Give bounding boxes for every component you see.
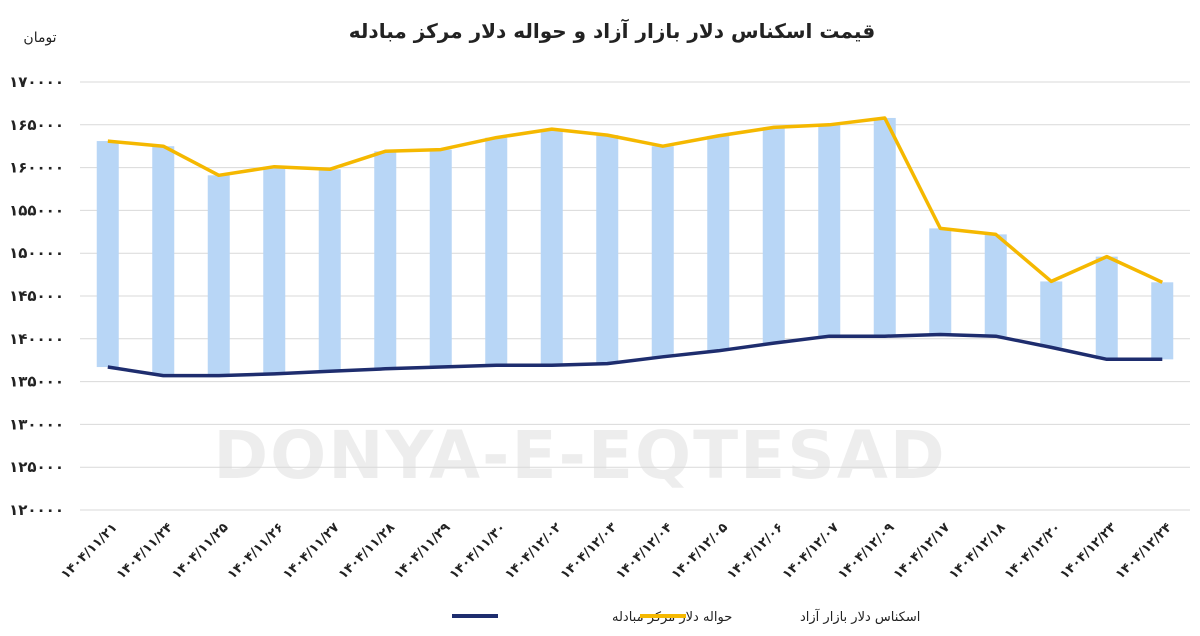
x-tick-label: ۱۴۰۴/۱۲/۰۷ <box>780 520 842 582</box>
range-bar <box>1095 256 1118 360</box>
range-bar <box>818 124 841 337</box>
range-bar <box>96 141 119 368</box>
x-tick-label: ۱۴۰۴/۱۲/۰۹ <box>835 520 897 582</box>
range-bar <box>651 146 674 357</box>
y-tick-label: ۱۴۵۰۰۰ <box>9 287 64 305</box>
y-tick-label: ۱۷۰۰۰۰ <box>9 73 64 91</box>
x-tick-label: ۱۴۰۴/۱۲/۲۰ <box>1002 520 1064 582</box>
x-tick-label: ۱۴۰۴/۱۲/۰۳ <box>558 520 620 582</box>
y-axis-ticks: ۱۷۰۰۰۰ ۱۶۵۰۰۰ ۱۶۰۰۰۰ ۱۵۵۰۰۰ ۱۵۰۰۰۰ ۱۴۵۰۰۰ ۱۴۰۰… <box>9 73 64 519</box>
free-market-line <box>107 116 1164 284</box>
y-tick-label: ۱۳۰۰۰۰ <box>9 415 64 433</box>
legend-label: اسکناس دلار بازار آزاد <box>800 608 920 625</box>
x-tick-label: ۱۴۰۴/۱۲/۰۶ <box>724 520 786 582</box>
range-bar <box>873 117 896 337</box>
x-tick-label: ۱۴۰۴/۱۲/۰۲ <box>502 520 564 582</box>
range-bar <box>984 234 1007 337</box>
y-tick-label: ۱۴۰۰۰۰ <box>9 330 64 348</box>
exchange-center-line <box>107 332 1163 378</box>
range-bar <box>263 166 286 374</box>
range-bar <box>485 137 508 366</box>
y-tick-label: ۱۵۵۰۰۰ <box>9 201 64 219</box>
x-tick-label: ۱۴۰۴/۱۱/۲۷ <box>280 520 342 582</box>
chart-title: قیمت اسکناس دلار بازار آزاد و حواله دلار… <box>349 18 875 43</box>
y-tick-label: ۱۲۰۰۰۰ <box>9 501 64 519</box>
series-lines <box>107 116 1164 378</box>
x-tick-label: ۱۴۰۴/۱۲/۲۳ <box>1057 520 1119 582</box>
range-bar <box>429 149 452 368</box>
x-tick-label: ۱۴۰۴/۱۲/۲۴ <box>1113 520 1175 582</box>
x-tick-label: ۱۴۰۴/۱۱/۳۰ <box>447 520 509 582</box>
range-bar <box>374 151 397 369</box>
range-bar <box>1040 281 1063 348</box>
range-bar <box>707 135 730 351</box>
x-tick-label: ۱۴۰۴/۱۱/۲۵ <box>169 520 231 582</box>
y-tick-label: ۱۵۰۰۰۰ <box>9 244 64 262</box>
range-bars <box>96 117 1174 376</box>
x-tick-label: ۱۴۰۴/۱۲/۰۵ <box>669 520 731 582</box>
y-tick-label: ۱۶۵۰۰۰ <box>9 116 64 134</box>
range-bar <box>207 175 230 376</box>
x-tick-label: ۱۴۰۴/۱۱/۲۶ <box>225 520 287 582</box>
x-tick-label: ۱۴۰۴/۱۱/۲۹ <box>391 520 453 582</box>
range-bar <box>318 169 341 372</box>
range-bar <box>596 135 619 364</box>
x-tick-label: ۱۴۰۴/۱۱/۲۱ <box>58 520 120 582</box>
y-unit-label: تومان <box>23 30 56 46</box>
range-bar <box>540 129 563 366</box>
y-tick-label: ۱۳۵۰۰۰ <box>9 373 64 391</box>
x-axis-ticks: ۱۴۰۴/۱۱/۲۱۱۴۰۴/۱۱/۲۴۱۴۰۴/۱۱/۲۵۱۴۰۴/۱۱/۲۶… <box>58 520 1175 582</box>
x-tick-label: ۱۴۰۴/۱۲/۱۷ <box>891 520 953 582</box>
range-bar <box>929 228 952 335</box>
x-tick-label: ۱۴۰۴/۱۲/۰۴ <box>613 520 675 582</box>
range-bar <box>762 127 785 344</box>
watermark-text: DONYA-E-EQTESAD <box>213 417 946 494</box>
x-tick-label: ۱۴۰۴/۱۱/۲۸ <box>336 520 398 582</box>
y-tick-label: ۱۲۵۰۰۰ <box>9 458 64 476</box>
x-tick-label: ۱۴۰۴/۱۱/۲۴ <box>114 520 176 582</box>
x-tick-label: ۱۴۰۴/۱۲/۱۸ <box>946 520 1008 582</box>
y-tick-label: ۱۶۰۰۰۰ <box>9 159 64 177</box>
range-bar <box>152 146 175 376</box>
range-bar <box>1151 282 1174 360</box>
